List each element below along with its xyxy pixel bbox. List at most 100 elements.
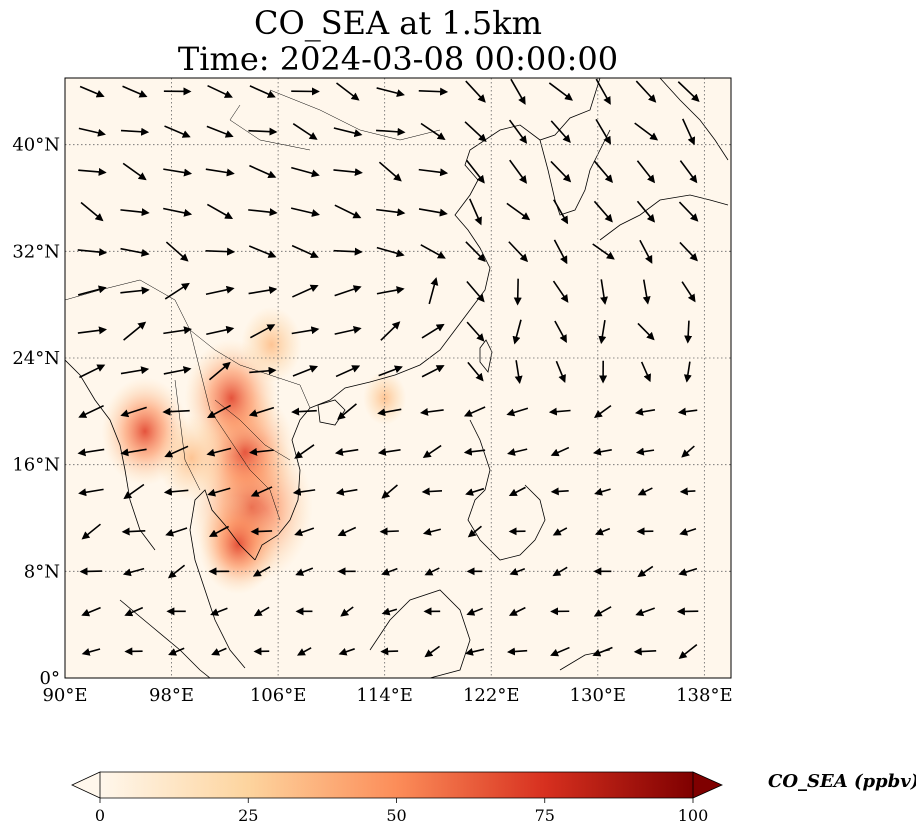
- wind-arrow: [552, 280, 569, 303]
- wind-arrow: [80, 201, 104, 222]
- wind-arrow: [639, 239, 653, 264]
- wind-arrow: [295, 567, 314, 576]
- wind-arrow: [376, 246, 405, 258]
- lon-tick-label: 90°E: [42, 685, 87, 706]
- wind-arrow: [120, 247, 150, 257]
- wind-arrow: [334, 325, 362, 335]
- wind-arrow: [548, 82, 573, 101]
- wind-arrow: [81, 606, 101, 617]
- wind-arrow: [508, 241, 529, 263]
- wind-arrow: [378, 365, 403, 377]
- wind-arrow: [552, 527, 568, 536]
- wind-arrow: [635, 80, 657, 103]
- wind-arrow: [334, 204, 362, 219]
- wind-arrow: [206, 203, 234, 220]
- wind-arrow: [165, 527, 188, 537]
- colorbar-tick-label: 100: [678, 806, 709, 825]
- colorbar-extend-low: [71, 771, 101, 799]
- latitude-axis: 0° 8°N 16°N 24°N 32°N 40°N: [12, 135, 60, 689]
- wind-arrow: [634, 407, 656, 416]
- wind-arrow: [463, 406, 486, 417]
- map-title: CO_SEA at 1.5km: [253, 4, 542, 42]
- wind-arrow: [510, 78, 526, 105]
- wind-arrow: [506, 407, 529, 417]
- wind-arrow: [594, 487, 611, 496]
- wind-arrow: [637, 487, 653, 496]
- wind-arrow: [205, 247, 236, 256]
- wind-arrow: [163, 326, 192, 335]
- wind-arrow: [506, 647, 528, 656]
- map-frame: [64, 77, 732, 679]
- wind-arrow: [120, 208, 150, 217]
- wind-arrow: [509, 567, 526, 576]
- wind-arrow: [120, 406, 147, 418]
- wind-arrow: [464, 121, 487, 142]
- lat-tick-label: 32°N: [12, 241, 60, 262]
- wind-arrow: [124, 606, 144, 617]
- wind-arrow: [206, 125, 234, 138]
- wind-arrow: [211, 647, 227, 656]
- wind-arrow: [164, 125, 191, 138]
- lat-tick-label: 0°: [40, 668, 60, 689]
- wind-arrow: [642, 279, 651, 305]
- wind-arrow: [677, 407, 698, 416]
- wind-arrow: [122, 162, 147, 181]
- wind-arrow: [465, 241, 486, 262]
- wind-arrow: [634, 122, 659, 141]
- wind-arrow: [165, 241, 189, 262]
- wind-arrow: [206, 325, 235, 336]
- wind-arrow: [291, 326, 320, 335]
- lon-tick-label: 114°E: [356, 685, 413, 706]
- wind-arrow: [508, 486, 526, 497]
- lon-tick-label: 130°E: [570, 685, 627, 706]
- wind-arrow: [249, 324, 276, 339]
- wind-arrow: [206, 447, 232, 457]
- colorbar-extend-high: [692, 771, 723, 799]
- wind-arrow: [683, 361, 692, 383]
- wind-arrow: [552, 566, 568, 577]
- wind-arrow: [420, 244, 446, 259]
- wind-arrow: [550, 646, 570, 657]
- coastlines: [65, 78, 729, 678]
- longitude-axis: 90°E 98°E 106°E 114°E 122°E 130°E 138°E: [42, 685, 732, 706]
- wind-arrow: [463, 447, 486, 456]
- wind-arrow: [550, 160, 572, 183]
- wind-arrow: [635, 447, 655, 456]
- wind-arrow: [640, 361, 651, 383]
- wind-arrow: [637, 565, 654, 578]
- wind-arrow: [418, 87, 449, 96]
- wind-arrow: [679, 487, 696, 496]
- wind-arrow: [248, 286, 278, 295]
- colorbar-label: CO_SEA (ppbv): [768, 771, 916, 792]
- wind-arrow: [252, 566, 271, 577]
- wind-arrow: [162, 407, 190, 416]
- wind-arrow: [465, 487, 485, 496]
- wind-arrow: [78, 167, 107, 176]
- wind-arrow: [79, 364, 106, 379]
- wind-arrow: [592, 243, 615, 260]
- wind-arrow: [77, 248, 108, 257]
- wind-vectors: [77, 78, 700, 659]
- wind-arrow: [333, 168, 363, 177]
- wind-arrow: [376, 208, 406, 217]
- wind-arrow: [78, 404, 104, 418]
- wind-arrow: [595, 118, 611, 145]
- wind-arrow: [467, 361, 484, 382]
- wind-arrow: [248, 245, 277, 258]
- wind-arrow: [466, 159, 485, 184]
- colorbar: 0 25 50 75 100 CO_SEA (ppbv): [71, 771, 916, 825]
- wind-arrow: [120, 366, 150, 375]
- wind-arrow: [420, 122, 446, 141]
- wind-arrow: [465, 648, 485, 656]
- wind-arrow: [292, 284, 319, 298]
- wind-arrow: [163, 207, 193, 217]
- wind-arrow: [337, 526, 357, 537]
- wind-arrow: [420, 407, 444, 416]
- colorbar-tick-label: 0: [95, 806, 105, 825]
- colorbar-tick-label: 25: [238, 806, 258, 825]
- wind-arrow: [381, 607, 398, 616]
- co-concentration-field: [101, 306, 407, 595]
- wind-arrow: [681, 281, 696, 303]
- wind-arrow: [594, 404, 612, 419]
- wind-arrow: [506, 202, 531, 221]
